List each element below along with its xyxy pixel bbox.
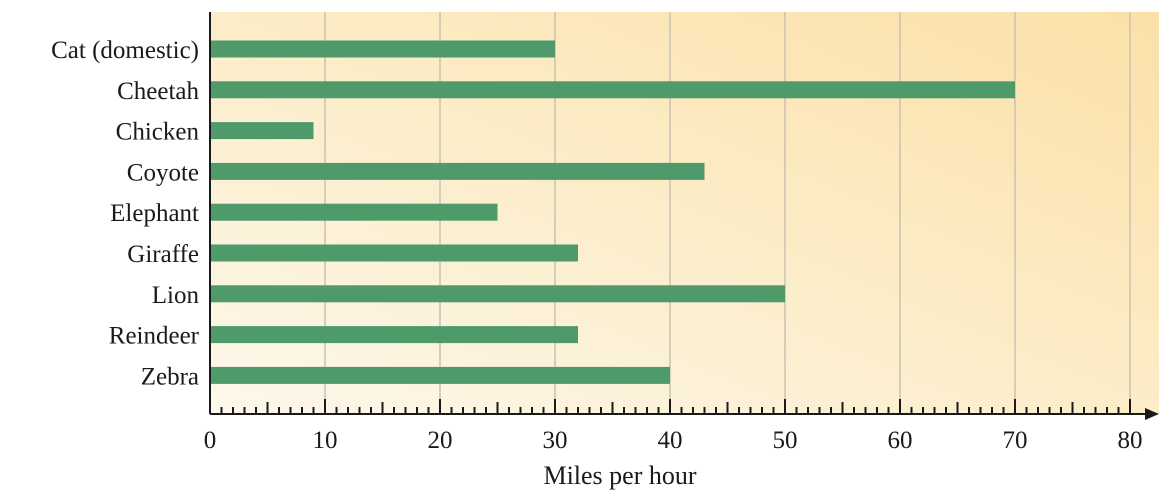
x-tick-label: 70 (1003, 427, 1028, 454)
axes (209, 12, 1159, 420)
bar (210, 366, 670, 384)
tick-labels: 0 10 20 30 40 50 60 70 80 (204, 427, 1143, 454)
x-tick-label: 50 (773, 427, 798, 454)
category-label: Reindeer (109, 323, 200, 350)
category-label: Cat (domestic) (51, 37, 199, 64)
x-axis-arrow (1145, 408, 1159, 420)
category-label: Zebra (141, 363, 199, 390)
bar (210, 326, 578, 344)
category-label: Elephant (110, 200, 199, 227)
category-label: Giraffe (127, 241, 199, 268)
category-label: Chicken (116, 119, 200, 146)
bar (210, 40, 555, 58)
bar (210, 244, 578, 262)
bars (210, 40, 1015, 384)
x-tick-label: 10 (313, 427, 338, 454)
bar (210, 81, 1015, 99)
x-axis-title: Miles per hour (543, 461, 696, 490)
category-label: Lion (152, 282, 200, 309)
category-label: Cheetah (117, 78, 199, 105)
bar (210, 285, 785, 303)
category-label: Coyote (127, 159, 199, 186)
x-tick-label: 60 (888, 427, 913, 454)
x-tick-label: 30 (543, 427, 568, 454)
bar (210, 162, 705, 180)
bar (210, 203, 498, 221)
x-tick-label: 0 (204, 427, 217, 454)
category-labels: Cat (domestic) Cheetah Chicken Coyote Elepha… (51, 37, 200, 390)
x-tick-label: 40 (658, 427, 683, 454)
x-tick-label: 20 (428, 427, 453, 454)
x-tick-label: 80 (1118, 427, 1143, 454)
bar (210, 122, 314, 140)
